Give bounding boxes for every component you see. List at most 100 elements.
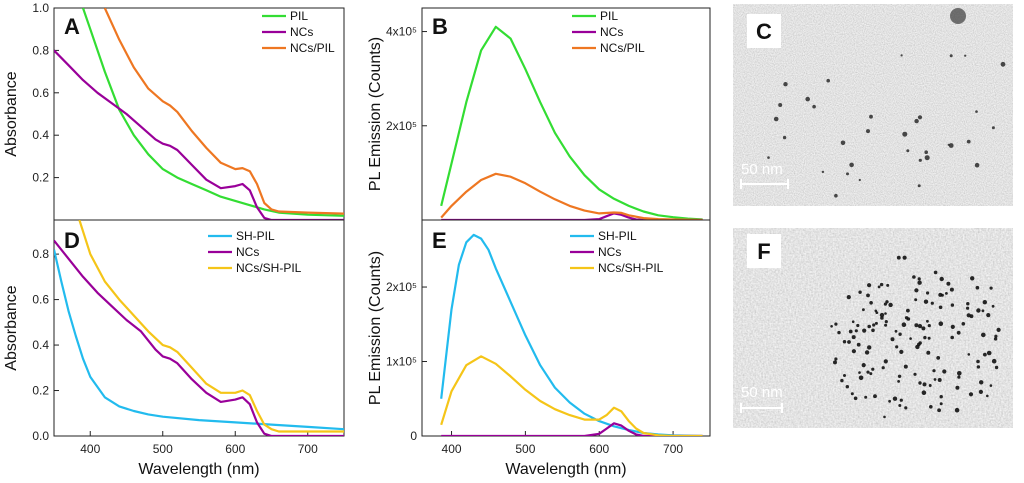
nanoparticle [981,332,986,338]
nanoparticle [936,356,941,360]
panel-letter: C [756,19,772,44]
nanoparticle [846,295,851,300]
nanoparticle [976,359,980,364]
nanoparticle [949,287,954,292]
nanoparticle [834,193,838,198]
nanoparticle [914,288,919,293]
nanoparticle [966,139,971,144]
nanoparticle [926,291,930,295]
y-tick-label: 4x10⁵ [386,25,417,39]
nanoparticle [850,392,854,396]
nanoparticle [884,323,888,327]
panel-letter-box [747,234,781,268]
nanoparticle [930,301,934,305]
nanoparticle [982,300,987,305]
nanoparticle [867,283,872,288]
nanoparticle [872,323,876,327]
series-group [54,8,344,220]
legend-label: NCs/SH-PIL [236,261,302,275]
nanoparticle [921,390,927,396]
legend-label: NCs [236,245,259,259]
nanoparticle [903,364,908,369]
nanoparticle [957,371,962,376]
y-tick-label: 0.4 [32,128,49,142]
scale-label: 50 nm [741,384,783,401]
nanoparticle [954,407,960,413]
nanoparticle [851,335,856,340]
y-tick-label: 0.2 [32,171,49,185]
nanoparticle [991,358,997,364]
series-line-ncs [441,422,703,436]
nanoparticle [939,395,943,399]
nanoparticle [880,316,884,320]
nanoparticle [981,309,985,313]
nanoparticles [767,8,1006,198]
nanoparticle [867,324,871,329]
series-line-sh-pil [440,233,703,436]
series-group [54,220,344,436]
nanoparticle [937,378,942,382]
nanoparticle [917,184,921,188]
nanoparticle [918,381,922,385]
nanoparticle [867,345,872,350]
panel-d-chart: 0.0 0.2 0.4 0.6 0.8 400 500 600 700 D Absorbance… [3,219,345,478]
nanoparticle [942,369,947,374]
nanoparticle [976,365,981,369]
nanoparticle [884,312,887,315]
nanoparticle [933,270,938,275]
panel-a-chart: 0.2 0.4 0.6 0.8 1.0 A Absorbance PIL NCs NCs/P… [3,1,345,221]
nanoparticle [979,380,984,385]
nanoparticle [902,131,908,137]
nanoparticle [955,385,960,390]
y-tick-label: 0.4 [32,338,49,352]
nanoparticle [917,277,921,281]
nanoparticle [805,96,810,102]
nanoparticles [830,255,1001,419]
series-line-ncs [54,239,344,436]
nanoparticle [974,162,980,168]
panel-letter: D [64,228,80,253]
nanoparticle [948,143,954,148]
nanoparticle [1000,61,1006,67]
nanoparticle [900,54,903,57]
nanoparticle [840,140,846,146]
nanoparticle [986,313,991,318]
nanoparticle [913,372,917,376]
nanoparticle [842,340,847,344]
nanoparticle [869,372,873,376]
nanoparticle [848,329,853,334]
nanoparticle [904,406,908,410]
nanoparticle [896,255,901,260]
legend-label: NCs/SH-PIL [598,261,664,275]
nanoparticle [956,330,961,335]
legend-label: SH-PIL [598,229,637,243]
nanoparticle [892,396,898,401]
legend: PIL NCs NCs/PIL [262,9,335,55]
nanoparticle [961,322,966,326]
nanoparticle [939,276,944,282]
nanoparticle [968,392,974,397]
nanoparticle [847,340,851,344]
nanoparticle [837,330,841,335]
nanoparticle [938,305,943,310]
nanoparticle [993,337,998,341]
nanoparticle [904,316,909,320]
nanoparticle [898,332,902,336]
nanoparticle [778,103,783,107]
nanoparticle [933,378,937,381]
nanoparticle [989,286,993,290]
nanoparticle [834,322,838,326]
nanoparticle [826,78,830,83]
nanoparticle [849,162,854,168]
nanoparticle [914,298,918,302]
nanoparticle [906,149,910,153]
nanoparticle [845,385,849,389]
nanoparticle [858,375,864,381]
x-tick-label: 600 [589,442,609,456]
y-tick-label: 1.0 [32,1,49,15]
nanoparticle [928,384,932,387]
nanoparticle [975,285,980,290]
y-tick-label: 0.6 [32,86,49,100]
nanoparticle [773,116,779,122]
